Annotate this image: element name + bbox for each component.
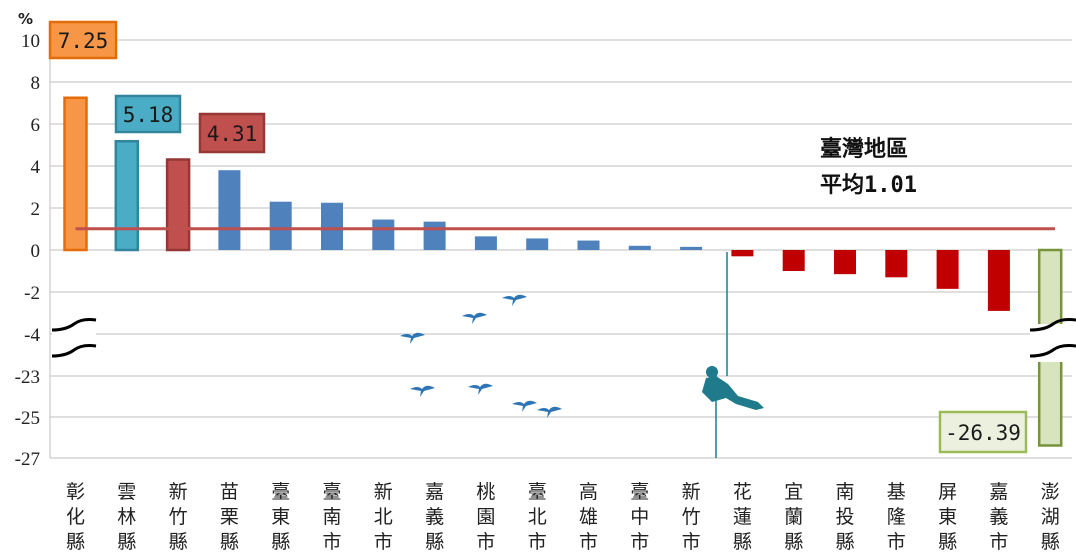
category-label: 彰化縣	[66, 481, 85, 553]
bar	[782, 250, 805, 271]
bar	[680, 246, 703, 250]
y-tick-label: -4	[24, 325, 40, 346]
y-tick-label: -2	[24, 283, 40, 304]
bird-icon	[537, 406, 562, 418]
average-label-value: 平均1.01	[820, 172, 917, 198]
bar	[218, 170, 241, 250]
bird-icon	[462, 312, 487, 324]
bar	[114, 139, 140, 252]
category-label: 屏東縣	[938, 481, 957, 553]
bar	[321, 202, 343, 250]
y-tick-label: 4	[31, 157, 41, 178]
value-label: 4.31	[207, 122, 258, 146]
value-label-box	[938, 410, 1028, 454]
category-label: 基隆市	[887, 481, 906, 553]
bird-icon	[410, 385, 435, 397]
y-tick-label: -27	[15, 449, 40, 470]
y-tick-label: -25	[15, 408, 40, 429]
category-label: 臺南市	[322, 481, 341, 553]
axis-break-stroke	[1029, 344, 1076, 358]
bar	[269, 201, 292, 250]
category-label: 苗栗縣	[220, 481, 239, 553]
bird-icon	[512, 400, 537, 412]
category-label: 花蓮縣	[733, 481, 752, 553]
category-label: 新北市	[374, 481, 393, 553]
category-label: 臺東縣	[271, 481, 290, 553]
y-tick-label: -23	[15, 367, 40, 388]
bar	[987, 250, 1010, 311]
category-label: 澎湖縣	[1041, 481, 1060, 553]
category-label: 桃園市	[476, 481, 495, 553]
average-label-title: 臺灣地區	[820, 137, 908, 162]
value-label-box	[48, 20, 118, 60]
y-tick-label: 2	[31, 199, 41, 220]
value-label-box	[114, 94, 182, 134]
value-label: -26.39	[945, 421, 1021, 445]
y-tick-labels: 10 8 6 4 2 0 -2 -4 -23 -25 -27	[15, 31, 41, 470]
category-label: 新竹縣	[169, 481, 188, 553]
climber-body	[702, 376, 764, 410]
climber-icon	[706, 366, 718, 378]
y-tick-label: 10	[21, 31, 40, 52]
axis-break-marks	[51, 318, 1076, 362]
category-label: 南投縣	[835, 481, 854, 553]
category-label: 嘉義市	[989, 481, 1008, 553]
category-label: 高雄市	[579, 481, 598, 553]
bar	[885, 250, 908, 278]
y-tick-label: 6	[31, 115, 41, 136]
value-label-box	[198, 112, 266, 154]
bar	[731, 250, 754, 257]
category-label: 雲林縣	[117, 481, 136, 553]
bar	[577, 240, 600, 250]
axis-break-stroke	[51, 318, 97, 332]
bird-icon	[400, 332, 425, 344]
value-labels: 7.25 5.18 4.31 -26.39	[48, 20, 1028, 454]
category-label: 臺北市	[528, 481, 547, 553]
bar	[372, 219, 395, 250]
bar	[526, 238, 549, 250]
bird-icon	[502, 294, 527, 306]
category-label: 新竹市	[682, 481, 701, 553]
gridlines	[49, 39, 1072, 459]
bar	[628, 245, 651, 250]
y-tick-label: 8	[31, 73, 41, 94]
category-label: 臺中市	[630, 481, 649, 553]
bar	[936, 250, 959, 289]
y-axis-unit: %	[18, 10, 33, 28]
decorations	[400, 252, 764, 458]
bar	[474, 236, 497, 250]
category-labels: 彰化縣 雲林縣 新竹縣 苗栗縣 臺東縣 臺南市 新北市 嘉義縣 桃園市 臺北市 高雄市 臺中市 新竹市 花…	[66, 481, 1060, 553]
category-label: 宜蘭縣	[784, 481, 803, 553]
axis-break-stroke	[51, 344, 97, 358]
y-tick-label: 0	[31, 241, 41, 262]
category-label: 嘉義縣	[425, 481, 444, 553]
bar	[834, 250, 856, 275]
bar	[165, 158, 191, 252]
value-label: 7.25	[58, 29, 109, 53]
value-label: 5.18	[123, 103, 174, 127]
axis-break-stroke	[1029, 318, 1076, 332]
bird-icon	[468, 383, 493, 395]
bar	[63, 96, 88, 252]
bar	[423, 221, 446, 250]
